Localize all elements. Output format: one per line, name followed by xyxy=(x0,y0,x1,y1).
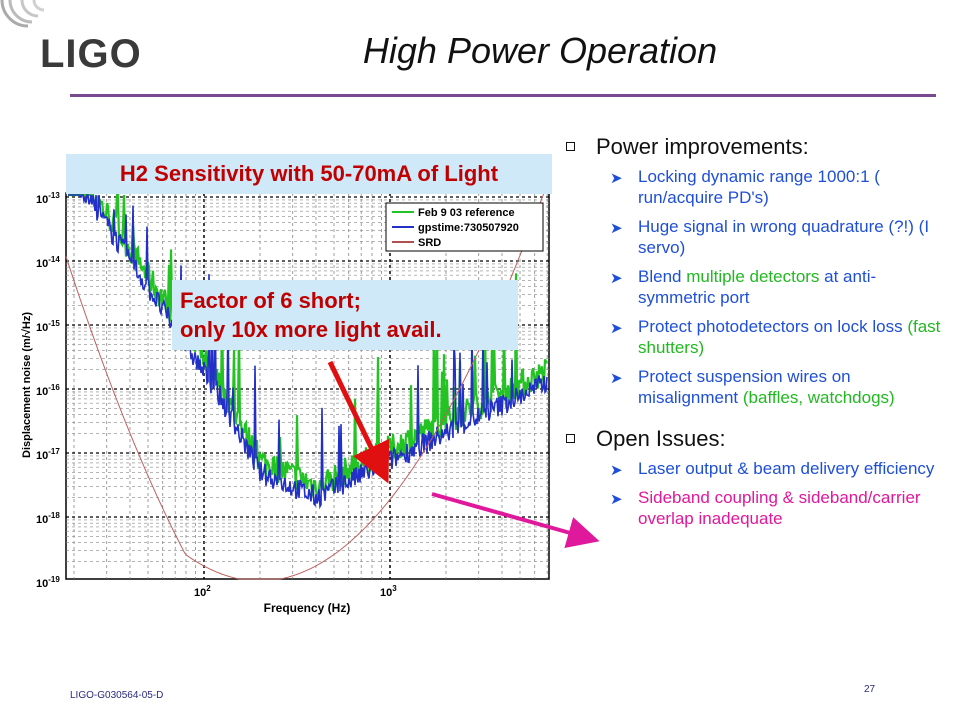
list-item: ➤ Locking dynamic range 1000:1 ( run/acq… xyxy=(610,167,880,207)
list-item: ➤ Huge signal in wrong quadrature (?!) (… xyxy=(610,217,930,257)
bullet-heading: Open Issues: xyxy=(566,426,946,452)
title-divider xyxy=(70,94,936,97)
x-tick-label: 102 xyxy=(194,584,211,599)
arrow-bullet-icon: ➤ xyxy=(610,320,623,337)
slide-title: High Power Operation xyxy=(362,30,718,71)
callout-box: Factor of 6 short; only 10x more light a… xyxy=(172,280,518,350)
square-bullet-icon xyxy=(566,142,575,151)
y-tick-label: 10-15 xyxy=(36,319,60,334)
plot-legend: Feb 9 03 reference gpstime:730507920 SRD xyxy=(385,202,544,252)
arrow-bullet-icon: ➤ xyxy=(610,270,623,287)
y-axis-label: Displacement noise (m/√Hz) xyxy=(21,312,33,458)
legend-entry: SRD xyxy=(418,237,441,249)
bullet-list: Power improvements: ➤ Locking dynamic ra… xyxy=(566,134,946,537)
bullet-heading: Power improvements: xyxy=(566,134,946,160)
y-tick-label: 10-16 xyxy=(36,383,60,398)
x-axis-label: Frequency (Hz) xyxy=(264,601,351,615)
y-tick-label: 10-18 xyxy=(36,511,60,526)
list-item: ➤ Sideband coupling & sideband/carrier o… xyxy=(610,488,921,528)
callout-line: only 10x more light avail. xyxy=(180,317,442,342)
list-item: ➤ Laser output & beam delivery efficienc… xyxy=(610,459,935,479)
y-tick-label: 10-13 xyxy=(36,191,60,206)
page-number: 27 xyxy=(864,684,876,695)
logo: LIGO xyxy=(40,32,142,76)
arrow-bullet-icon: ➤ xyxy=(610,462,623,479)
x-tick-label: 103 xyxy=(380,584,397,599)
arrow-bullet-icon: ➤ xyxy=(610,491,623,508)
y-tick-label: 10-17 xyxy=(36,447,60,462)
arrow-bullet-icon: ➤ xyxy=(610,370,623,387)
square-bullet-icon xyxy=(566,434,575,443)
list-item: ➤ Blend multiple detectors at anti-symme… xyxy=(610,267,877,307)
legend-entry: Feb 9 03 reference xyxy=(418,207,515,219)
arrow-bullet-icon: ➤ xyxy=(610,170,623,187)
x-ticks: 102 103 xyxy=(194,584,397,599)
list-item: ➤ Protect suspension wires on misalignme… xyxy=(610,367,895,407)
gps-trace xyxy=(68,194,548,510)
y-tick-label: 10-14 xyxy=(36,255,60,270)
logo-arcs-icon xyxy=(0,0,45,28)
legend-entry: gpstime:730507920 xyxy=(418,222,519,234)
y-ticks: 10-13 10-14 10-15 10-16 10-17 10-18 10-19 xyxy=(36,191,60,590)
y-tick-label: 10-19 xyxy=(36,575,60,590)
list-item: ➤ Protect photodetectors on lock loss (f… xyxy=(610,317,941,357)
callout-line: Factor of 6 short; xyxy=(180,288,361,313)
arrow-bullet-icon: ➤ xyxy=(610,220,623,237)
document-id: LIGO-G030564-05-D xyxy=(70,690,164,701)
srd-trace xyxy=(65,192,548,580)
plot-banner: H2 Sensitivity with 50-70mA of Light xyxy=(66,154,552,194)
